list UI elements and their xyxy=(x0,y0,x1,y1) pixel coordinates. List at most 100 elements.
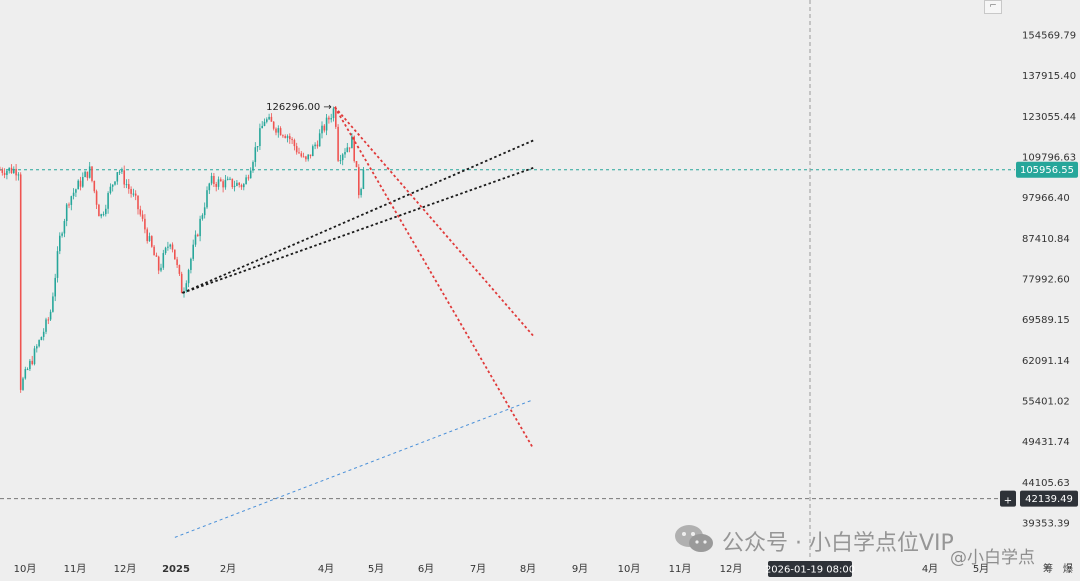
candle-body xyxy=(256,146,259,148)
price-tick-label: 49431.74 xyxy=(1022,437,1070,448)
candle-body xyxy=(139,209,142,215)
candle-body xyxy=(351,136,353,149)
price-tick-label: 123055.44 xyxy=(1022,112,1076,123)
candle-body xyxy=(335,108,337,127)
candle-body xyxy=(305,156,307,160)
candle-body xyxy=(102,214,105,216)
trend-line[interactable] xyxy=(334,106,535,449)
candle-body xyxy=(199,218,201,237)
candle-body xyxy=(17,174,20,176)
candle-body xyxy=(307,154,309,160)
candle-body xyxy=(24,369,27,379)
crosshair-price-tag xyxy=(1020,490,1078,507)
trend-line[interactable] xyxy=(182,167,534,294)
candle-body xyxy=(171,244,174,250)
candle-body xyxy=(38,340,40,347)
candle-body xyxy=(245,177,247,185)
candle-body xyxy=(176,259,178,266)
crosshair-plus-button[interactable] xyxy=(1000,490,1016,507)
time-tick-label: 10月 xyxy=(14,563,37,575)
candle-body xyxy=(210,175,213,184)
current-price-label: 105956.55 xyxy=(1020,165,1074,176)
candle-body xyxy=(300,153,303,157)
candle-body xyxy=(358,167,360,196)
candle-body xyxy=(49,311,52,320)
candle-body xyxy=(70,196,73,205)
candle-body xyxy=(93,180,96,192)
candle-body xyxy=(291,139,293,141)
candle-body xyxy=(259,128,261,147)
toolbar-button-a[interactable]: 筹 xyxy=(1043,562,1053,575)
candle-body xyxy=(180,273,183,294)
candle-body xyxy=(240,184,243,188)
candle-body xyxy=(263,121,266,126)
expand-icon[interactable]: ⌐ xyxy=(984,0,1002,14)
candle-body xyxy=(121,170,123,172)
candle-body xyxy=(125,184,128,186)
candle-body xyxy=(293,139,296,147)
candle-body xyxy=(88,166,91,178)
toolbar-button-b[interactable]: 爆 xyxy=(1063,563,1073,575)
candle-body xyxy=(174,249,176,260)
watermark-handle: @小白学点 xyxy=(950,548,1035,568)
candle-body xyxy=(3,172,6,175)
crosshair-price-label: 42139.49 xyxy=(1025,494,1073,505)
candle-body xyxy=(111,184,114,187)
price-tick-label: 137915.40 xyxy=(1022,71,1076,82)
candle-body xyxy=(105,208,107,215)
candle-body xyxy=(302,156,305,158)
candle-body xyxy=(314,144,316,147)
candle-body xyxy=(284,136,286,138)
candle-body xyxy=(197,234,199,237)
candle-body xyxy=(229,178,231,180)
trend-line[interactable] xyxy=(182,139,534,294)
time-tick-label: 4月 xyxy=(922,563,938,575)
candle-body xyxy=(318,133,321,147)
candle-body xyxy=(236,182,238,186)
price-tick-label: 109796.63 xyxy=(1022,152,1076,163)
candle-body xyxy=(56,251,59,278)
candle-body xyxy=(15,168,17,176)
candle-body xyxy=(321,125,323,134)
current-price-tag xyxy=(1016,161,1078,178)
candle-body xyxy=(190,258,192,270)
candle-body xyxy=(355,161,358,168)
candle-body xyxy=(8,167,10,171)
candle-body xyxy=(98,204,100,217)
candle-body xyxy=(22,378,24,390)
plus-icon[interactable]: + xyxy=(1004,496,1012,507)
candle-body xyxy=(146,229,148,242)
time-tick-label: 9月 xyxy=(572,563,588,575)
candle-body xyxy=(187,269,190,284)
candle-body xyxy=(68,204,70,206)
time-tick-label: 11月 xyxy=(64,563,87,575)
price-tick-label: 77992.60 xyxy=(1022,275,1070,286)
candle-body xyxy=(312,146,314,157)
candle-body xyxy=(167,246,169,248)
candle-body xyxy=(157,256,160,271)
candle-body xyxy=(91,166,93,181)
trend-line[interactable] xyxy=(334,106,534,337)
candle-body xyxy=(178,265,181,274)
time-tick-label: 12月 xyxy=(114,563,137,575)
candle-body xyxy=(61,233,63,236)
candle-body xyxy=(201,215,204,219)
candle-body xyxy=(217,179,220,187)
watermark-text: 公众号 · 小白学点位VIP xyxy=(722,531,954,556)
trend-line[interactable] xyxy=(174,399,534,538)
candle-body xyxy=(298,152,300,154)
candle-body xyxy=(238,182,240,185)
candle-body xyxy=(137,195,139,210)
candle-body xyxy=(247,177,250,179)
price-tick-label: 62091.14 xyxy=(1022,356,1070,367)
candle-body xyxy=(144,218,146,230)
candle-body xyxy=(107,193,109,209)
high-price-annotation: 126296.00 → xyxy=(266,102,332,113)
candle-body xyxy=(130,188,132,194)
time-tick-label: 12月 xyxy=(720,563,743,575)
candle-body xyxy=(286,136,289,138)
time-tick-label: 5月 xyxy=(973,563,989,575)
candle-body xyxy=(344,151,346,155)
